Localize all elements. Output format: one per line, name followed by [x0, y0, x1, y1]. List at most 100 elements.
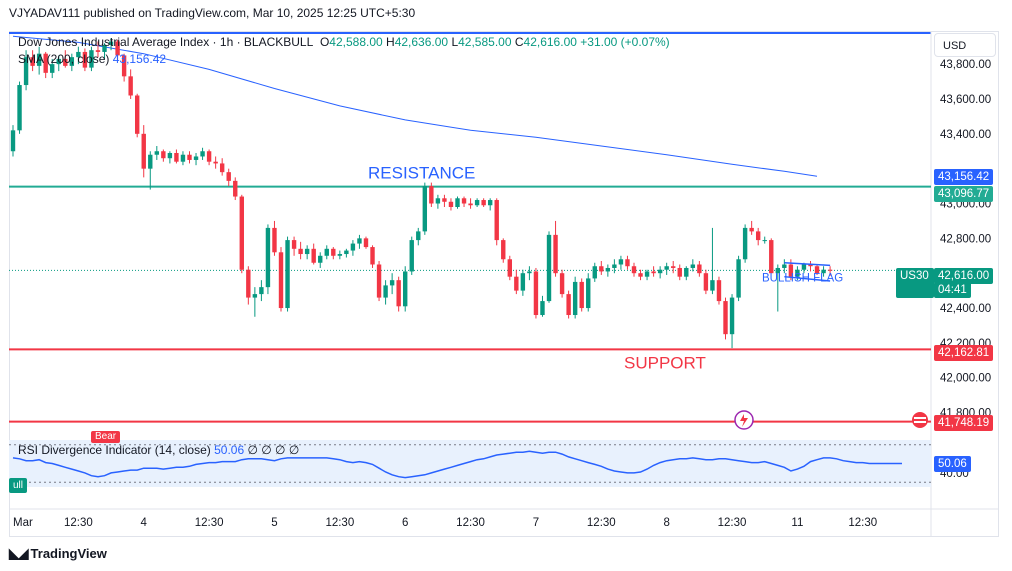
candle-body [121, 55, 127, 77]
candle-body [174, 152, 179, 162]
candle-body [259, 287, 264, 295]
time-axis-tick: 12:30 [848, 517, 877, 529]
candle-body [219, 163, 225, 173]
candle-body [644, 271, 650, 277]
candle-body [148, 154, 153, 169]
sma-line [12, 35, 818, 177]
chart-frame [9, 31, 999, 537]
candle-body [782, 264, 787, 268]
low-label: L [451, 35, 459, 49]
candle-body [95, 50, 101, 52]
candle-body [43, 53, 48, 73]
candle-body [769, 240, 774, 274]
lower-level-price-badge: 41,748.19 [934, 415, 994, 431]
candle-body [213, 161, 218, 164]
candle-body [494, 200, 499, 241]
candle-body [337, 254, 343, 256]
candle-body [755, 231, 761, 241]
candle-body [180, 154, 186, 162]
currency-selector[interactable]: USD [934, 33, 996, 57]
sma-label: SMA (200, close) [18, 52, 110, 66]
candle-body [30, 57, 35, 66]
bear-signal-label: Bear [91, 431, 121, 443]
candle-body [808, 264, 813, 267]
candle-body [762, 240, 767, 242]
candle-body [579, 281, 584, 309]
bar-countdown: 04:41 [934, 282, 971, 298]
candle-body [716, 280, 722, 302]
candle-body [710, 280, 715, 291]
candle-body [206, 151, 212, 162]
rsi-label: RSI Divergence Indicator (14, close) [18, 443, 211, 457]
price-axis-tick: 43,600.00 [940, 94, 991, 106]
candle-body [141, 133, 146, 169]
time-axis-tick: 8 [663, 517, 669, 529]
candle-body [357, 238, 362, 244]
flag-upper-line [784, 261, 831, 267]
support-annotation: SUPPORT [624, 353, 706, 372]
currency-flag-icon[interactable] [912, 412, 928, 428]
candle-body [520, 273, 526, 291]
candle-body [350, 243, 356, 251]
bull-signal-label: ull [9, 478, 28, 493]
bullish-flag-annotation: BULLISH FLAG [762, 272, 843, 284]
candle-body [736, 259, 741, 298]
candle-body [278, 252, 284, 309]
candle-body [291, 240, 297, 249]
candle-body [435, 198, 441, 204]
time-axis-tick: 12:30 [456, 517, 485, 529]
price-axis-tick: 42,400.00 [940, 303, 991, 315]
candle-body [36, 53, 42, 66]
candle-body [82, 51, 88, 68]
candle-body [167, 152, 173, 159]
high-value: 42,636.00 [394, 35, 449, 49]
time-axis-tick: 6 [402, 517, 408, 529]
symbol-title[interactable]: Dow Jones Industrial Average Index · 1h … [18, 35, 314, 49]
candle-body [108, 41, 114, 45]
candle-body [461, 198, 467, 204]
last-price-badge: 42,616.00 [934, 268, 994, 284]
candle-body [187, 154, 192, 160]
candle-body [559, 273, 565, 295]
candle-body [154, 151, 160, 155]
alert-icon[interactable] [734, 410, 754, 430]
candle-body [331, 248, 336, 256]
candle-body [527, 271, 532, 274]
sma-price-badge: 43,156.42 [934, 169, 994, 185]
candle-body [533, 271, 539, 316]
candle-body [134, 95, 140, 134]
candle-body [56, 58, 61, 65]
sma-legend[interactable]: SMA (200, close) 43,156.42 [18, 52, 166, 66]
candle-body [89, 50, 94, 68]
candle-body [324, 248, 329, 256]
tradingview-logo[interactable]: ◣◢ TradingView [9, 545, 107, 562]
rsi-legend[interactable]: RSI Divergence Indicator (14, close) 50.… [18, 443, 299, 457]
time-axis-tick: 7 [533, 517, 539, 529]
candle-body [403, 271, 408, 307]
time-axis-tick: 12:30 [718, 517, 747, 529]
candle-body [631, 266, 637, 274]
candle-body [605, 267, 611, 272]
open-label: O [319, 35, 330, 49]
price-axis-tick: 42,000.00 [940, 373, 991, 385]
candle-body [344, 250, 349, 255]
candle-body [487, 200, 493, 206]
candle-body [814, 266, 820, 274]
candle-body [827, 269, 833, 271]
candle-body [501, 240, 506, 260]
candle-body [671, 266, 676, 268]
candle-body [318, 255, 323, 263]
brand-name: TradingView [30, 546, 107, 561]
candle-body [128, 76, 133, 96]
change-value: +31.00 (+0.07%) [580, 35, 670, 49]
flag-lower-line [784, 275, 831, 282]
sma-value: 43,156.42 [112, 52, 167, 66]
time-axis-tick: 12:30 [64, 517, 93, 529]
candle-body [383, 285, 388, 298]
candle-body [514, 276, 519, 291]
candle-body [272, 227, 277, 253]
candle-body [801, 264, 807, 270]
candle-body [285, 240, 290, 309]
candle-body [788, 264, 794, 277]
